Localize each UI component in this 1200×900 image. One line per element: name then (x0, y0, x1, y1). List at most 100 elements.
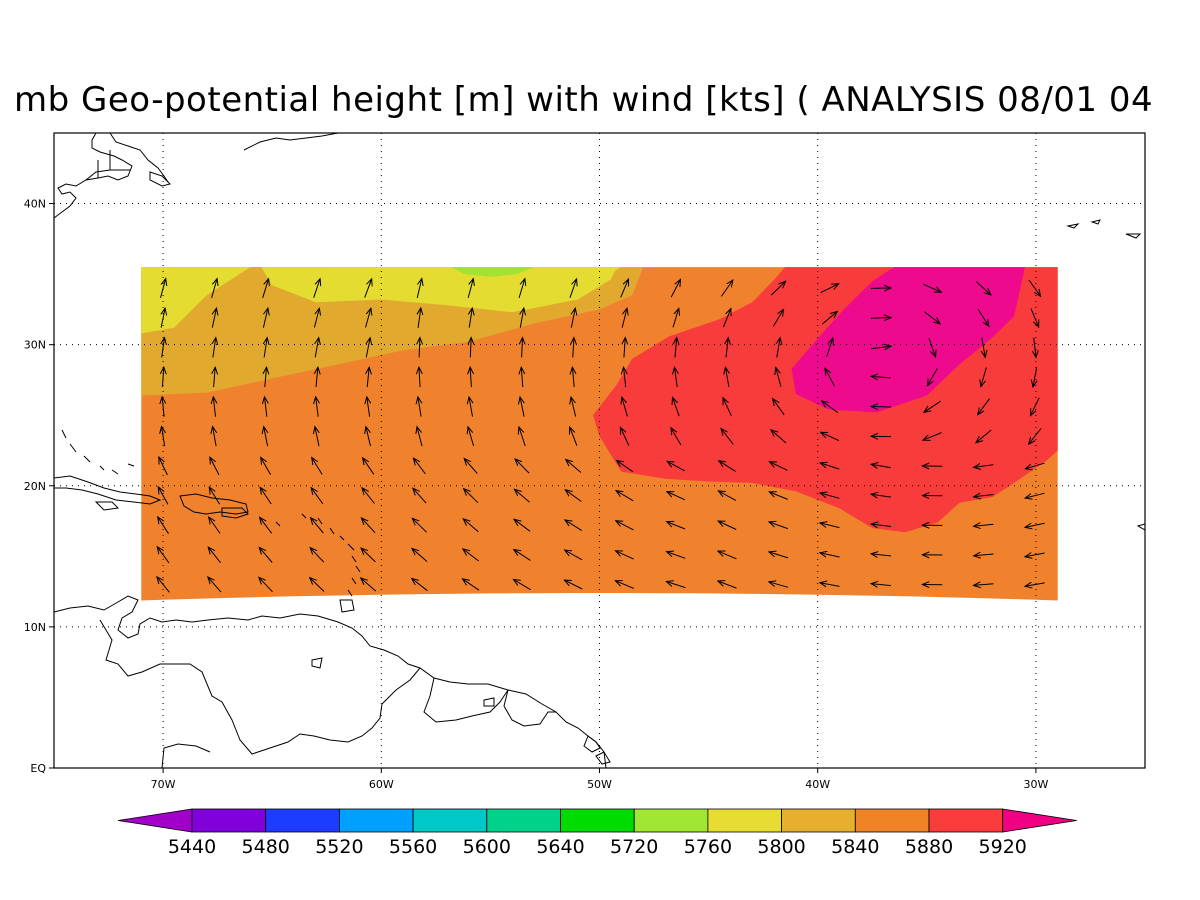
wind-arrow (261, 457, 272, 475)
wind-arrow (265, 367, 267, 388)
colorbar-label: 5640 (536, 836, 584, 858)
wind-arrow (412, 578, 428, 592)
wind-arrow (719, 461, 736, 472)
wind-arrow (260, 517, 273, 534)
coastlines (54, 133, 1145, 768)
x-tick-label: 30W (1023, 778, 1048, 791)
wind-arrow (264, 338, 267, 358)
field-5920-up (791, 267, 1025, 413)
wind-arrow (513, 579, 531, 591)
wind-arrow (565, 520, 583, 532)
wind-arrow (315, 427, 319, 447)
wind-arrow (624, 367, 626, 388)
azores (1066, 219, 1142, 239)
south-america-coast (54, 595, 607, 768)
wind-arrow (162, 367, 163, 388)
venezuela-interior (99, 619, 383, 755)
wind-arrow (769, 552, 789, 559)
guyana-border (381, 667, 421, 705)
wind-arrow (871, 376, 891, 378)
wind-arrow (1029, 428, 1042, 445)
brazil-north (161, 743, 211, 768)
wind-arrow (769, 522, 788, 530)
wind-arrow (974, 465, 994, 468)
wind-arrow (726, 338, 728, 358)
y-tick-label: 20N (24, 480, 46, 493)
wind-arrow (521, 367, 523, 388)
wind-arrow (1028, 279, 1041, 296)
wind-arrow (419, 367, 420, 388)
wind-arrow (363, 458, 375, 475)
wind-arrow (162, 338, 165, 358)
colorbar-label: 5480 (242, 836, 290, 858)
colorbar-segment (928, 808, 1004, 833)
wind-arrow (922, 283, 941, 292)
wind-arrow (312, 458, 323, 475)
newfoundland (243, 133, 339, 151)
wind-arrow (771, 430, 787, 444)
wind-arrow (672, 308, 679, 328)
wind-arrow (675, 338, 677, 358)
x-tick-label: 70W (151, 778, 176, 791)
wind-arrow (871, 584, 891, 586)
puerto-rico (221, 507, 249, 519)
wind-arrow (977, 309, 989, 326)
wind-arrow (673, 397, 680, 417)
hispaniola (179, 493, 249, 515)
wind-arrow (666, 582, 686, 589)
wind-arrow (615, 581, 634, 589)
wind-arrow (361, 548, 376, 563)
wind-arrow (624, 338, 625, 358)
wind-arrow (616, 491, 634, 502)
wind-arrow (310, 548, 325, 563)
wind-arrow (161, 308, 165, 328)
suriname-border (423, 677, 509, 723)
wind-arrow (974, 554, 994, 556)
map-title: mb Geo-potential height [m] with wind [k… (14, 80, 1154, 120)
wind-arrow (820, 493, 840, 499)
wind-arrow (870, 318, 891, 319)
wind-arrow (211, 279, 218, 298)
wind-arrow (316, 397, 319, 417)
wind-arrow (262, 308, 268, 328)
wind-arrow (158, 517, 169, 534)
wind-arrow (470, 338, 471, 358)
north-america-coast (54, 133, 133, 219)
wind-arrow (770, 281, 785, 296)
wind-arrow (820, 284, 839, 294)
wind-arrow (975, 281, 991, 296)
wind-arrow (616, 521, 634, 531)
y-tick-label: 10N (24, 621, 46, 634)
small-island-2 (311, 657, 323, 669)
colorbar-segment (560, 808, 635, 833)
wind-arrow (467, 279, 473, 299)
wind-arrow (419, 338, 420, 358)
wind-arrow (1030, 308, 1039, 328)
wind-arrow (667, 552, 686, 559)
colorbar-label: 5880 (905, 836, 953, 858)
wind-arrow (262, 279, 269, 298)
lesser-antilles (275, 513, 361, 597)
wind-arrow (464, 459, 478, 474)
wind-arrow (418, 397, 421, 417)
wind-vectors (157, 279, 1045, 593)
wind-arrow (514, 489, 530, 503)
colorbar-label: 5720 (610, 836, 658, 858)
wind-arrow (212, 308, 216, 328)
wind-arrow (315, 338, 319, 358)
wind-arrow (571, 308, 575, 328)
wind-arrow (720, 280, 733, 297)
wind-arrow (157, 577, 170, 593)
wind-arrow (675, 367, 678, 388)
colorbar-segment (633, 808, 709, 833)
wind-arrow (213, 397, 215, 417)
wind-arrow (820, 583, 840, 587)
wind-arrow (463, 579, 480, 591)
state-borders (85, 150, 130, 181)
wind-arrow (871, 554, 891, 556)
wind-arrow (1030, 397, 1040, 416)
wind-arrow (871, 494, 891, 497)
wind-arrow (572, 367, 574, 388)
colorbar-label: 5600 (463, 836, 511, 858)
wind-arrow (622, 397, 628, 417)
